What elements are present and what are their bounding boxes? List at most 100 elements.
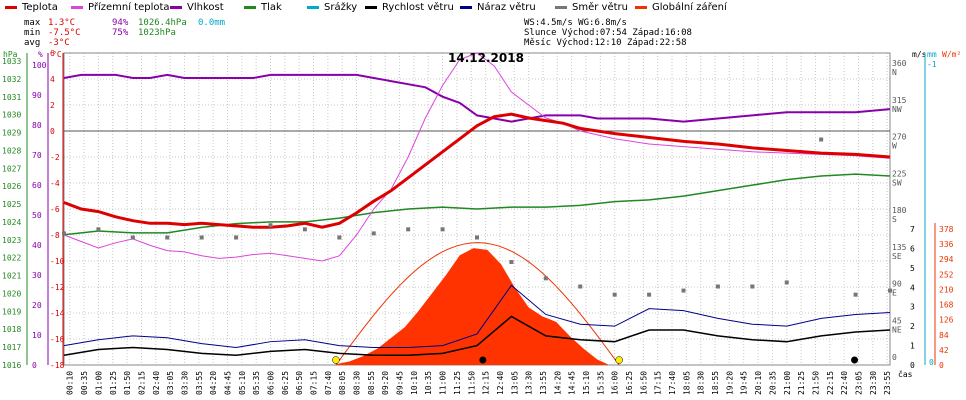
chart-date-title: 14.12.2018 xyxy=(448,51,524,65)
wind-dir-dot-24 xyxy=(888,288,892,293)
stats-min-hum: 75% xyxy=(112,28,129,38)
time-tick-2: 01:00 xyxy=(94,371,103,395)
hpa-tick-1030: 1030 xyxy=(2,111,21,120)
legend-swatch xyxy=(555,6,567,9)
pct-title: % xyxy=(38,50,43,59)
time-tick-29: 12:15 xyxy=(482,371,491,395)
wind-dir-dot-14 xyxy=(543,276,548,281)
c-tick--12: -12 xyxy=(50,283,65,292)
legend-item-5: Rychlost větru xyxy=(365,2,454,13)
time-tick-5: 02:15 xyxy=(137,371,146,395)
time-tick-11: 04:45 xyxy=(223,371,232,395)
wm-tick-252: 252 xyxy=(939,270,954,279)
ms-tick-7: 7 xyxy=(910,225,915,234)
time-tick-56: 23:30 xyxy=(869,371,878,395)
time-tick-12: 05:10 xyxy=(238,371,247,395)
dir-name-SW: SW xyxy=(892,178,902,187)
moonrise-marker xyxy=(479,356,487,364)
dir-tick-0: 0 xyxy=(892,353,897,362)
c-tick--16: -16 xyxy=(50,335,65,344)
time-tick-9: 03:55 xyxy=(195,371,204,395)
wm-tick-42: 42 xyxy=(939,346,949,355)
pct-tick-40: 40 xyxy=(32,241,42,250)
wm-tick-168: 168 xyxy=(939,301,954,310)
pressure-line xyxy=(63,173,891,236)
c-tick-0: 0 xyxy=(50,127,55,136)
time-tick-51: 21:25 xyxy=(797,371,806,395)
legend-swatch xyxy=(170,6,182,9)
wind-dir-dot-7 xyxy=(302,227,307,232)
wind-dir-dot-20 xyxy=(750,284,755,289)
time-tick-8: 03:30 xyxy=(180,371,189,395)
wind-dir-dot-12 xyxy=(475,235,479,240)
radiation-area xyxy=(335,248,608,365)
legend-swatch xyxy=(365,6,377,9)
legend-label: Směr větru xyxy=(572,2,628,13)
legend-label: Srážky xyxy=(324,2,358,13)
hpa-tick-1033: 1033 xyxy=(2,57,21,66)
time-tick-23: 09:45 xyxy=(396,371,405,395)
stats-max-press: 1026.4hPa xyxy=(138,18,187,28)
wind-dir-dot-3 xyxy=(165,235,170,240)
pct-tick-50: 50 xyxy=(32,211,42,220)
mm-tick-0: 0 xyxy=(929,358,934,367)
wind-dir-dot-16 xyxy=(612,292,617,297)
time-tick-38: 16:00 xyxy=(611,371,620,395)
dir-name-S: S xyxy=(892,215,897,224)
sunrise-marker xyxy=(332,356,340,364)
wind-dir-dot-2 xyxy=(130,235,135,240)
legend-label: Vlhkost xyxy=(187,2,224,13)
legend-item-3: Tlak xyxy=(244,2,282,13)
wm-tick-84: 84 xyxy=(939,331,949,340)
hpa-tick-1027: 1027 xyxy=(2,164,21,173)
legend: Teplota Přízemní teplota Vlhkost Tlak Srážky… xyxy=(0,0,966,16)
c-tick--18: -18 xyxy=(50,361,65,370)
ms-tick-5: 5 xyxy=(910,264,915,273)
wind-gust-line xyxy=(63,284,891,349)
time-tick-25: 10:35 xyxy=(424,371,433,395)
wind-dir-dot-19 xyxy=(715,284,720,289)
temperature-line xyxy=(63,112,891,229)
c-tick--6: -6 xyxy=(50,205,60,214)
wind-dir-dot-5 xyxy=(234,235,239,240)
ms-tick-0: 0 xyxy=(910,361,915,370)
wind-dir-dot-4 xyxy=(199,235,204,240)
c-tick-6: 6 xyxy=(50,49,55,58)
time-tick-18: 07:40 xyxy=(324,371,333,395)
time-tick-15: 06:25 xyxy=(281,371,290,395)
ms-tick-1: 1 xyxy=(910,342,915,351)
stats-min-temp: -7.5°C xyxy=(48,28,81,38)
dir-tick-270: 270 xyxy=(892,133,907,142)
legend-item-1: Přízemní teplota xyxy=(71,2,170,13)
wind-dir-dot-13 xyxy=(509,260,514,264)
pct-tick-70: 70 xyxy=(32,151,42,160)
time-tick-19: 08:05 xyxy=(338,371,347,395)
time-tick-53: 22:15 xyxy=(826,371,835,395)
hpa-tick-1025: 1025 xyxy=(2,200,21,209)
time-tick-26: 11:00 xyxy=(439,371,448,395)
humidity-line xyxy=(63,73,891,123)
time-tick-16: 06:50 xyxy=(295,371,304,395)
c-tick--14: -14 xyxy=(50,309,65,318)
stats-min-label: min xyxy=(24,28,41,38)
mm-title: mm xyxy=(927,50,937,59)
c-tick--8: -8 xyxy=(50,231,60,240)
legend-item-4: Srážky xyxy=(307,2,357,13)
time-tick-42: 17:40 xyxy=(668,371,677,395)
wm-tick-0: 0 xyxy=(939,361,944,370)
wind-summary: WS:4.5m/s WG:6.8m/s xyxy=(524,18,627,28)
dir-name-NE: NE xyxy=(892,325,902,334)
c-tick--2: -2 xyxy=(50,153,60,162)
ground-temp-line xyxy=(63,52,891,262)
time-tick-47: 19:45 xyxy=(740,371,749,395)
time-tick-41: 17:15 xyxy=(654,371,663,395)
time-tick-24: 10:10 xyxy=(410,371,419,395)
time-tick-31: 13:05 xyxy=(510,371,519,395)
ms-tick-3: 3 xyxy=(910,303,915,312)
hpa-tick-1020: 1020 xyxy=(2,289,21,298)
legend-label: Teplota xyxy=(22,2,58,13)
pct-tick-90: 90 xyxy=(32,91,42,100)
radiation-max-curve xyxy=(335,242,620,366)
hpa-tick-1021: 1021 xyxy=(2,272,21,281)
time-tick-36: 15:10 xyxy=(582,371,591,395)
